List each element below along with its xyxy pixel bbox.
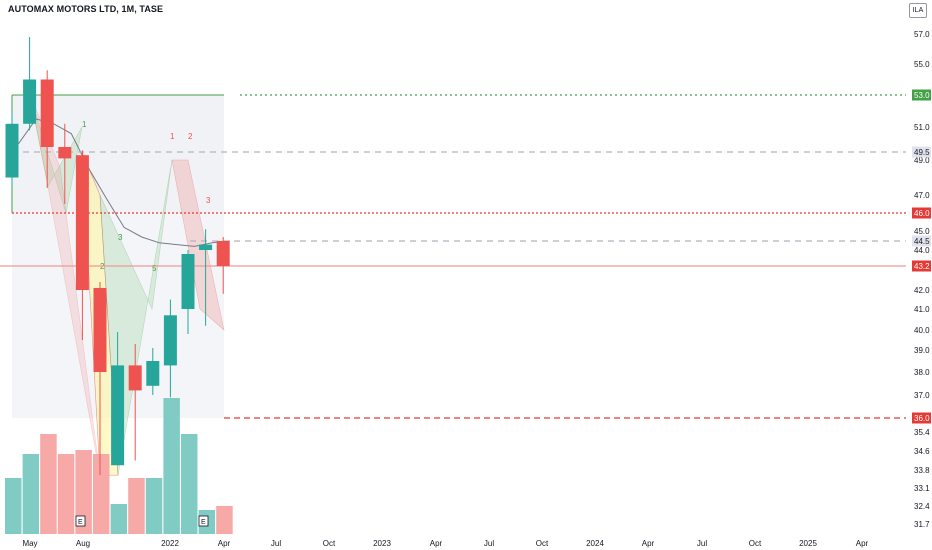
price-badge-label: 43.2 [914, 262, 930, 271]
y-tick-label: 38.0 [914, 368, 930, 377]
earnings-marker [75, 515, 86, 527]
volume-bar [216, 506, 233, 534]
x-tick-label: Jul [484, 539, 494, 548]
y-tick-label: 44.0 [914, 246, 930, 255]
x-tick-label: Jul [697, 539, 707, 548]
volume-bar [5, 478, 22, 534]
y-tick-label: 37.0 [914, 391, 930, 400]
y-axis: 57.0 55.0 53.0 51.0 49.0 47.0 45.0 44.0 42.0 41.0… [914, 30, 930, 529]
wave-label: 3 [118, 233, 123, 242]
x-tick-label: Apr [218, 539, 231, 548]
volume-bar [93, 454, 110, 534]
y-tick-label: 33.1 [914, 484, 930, 493]
volume-bar [181, 434, 198, 534]
x-tick-label: Oct [323, 539, 336, 548]
x-tick-label: Oct [749, 539, 762, 548]
chart-title: AUTOMAX MOTORS LTD, 1M, TASE [8, 4, 164, 14]
x-tick-label: May [22, 539, 37, 548]
y-tick-label: 42.0 [914, 286, 930, 295]
y-tick-label: 32.4 [914, 502, 930, 511]
volume-bar [22, 454, 40, 534]
candle-body [5, 123, 19, 178]
x-tick-label: Oct [536, 539, 549, 548]
candle-body [75, 155, 89, 290]
candle-body [199, 244, 213, 250]
x-tick-label: 2025 [799, 539, 817, 548]
x-axis: May Aug 2022 Apr Jul Oct 2023 Apr Jul Oct 2024 Apr J… [22, 539, 868, 548]
wave-label: 1 [170, 132, 175, 141]
y-tick-label: 57.0 [914, 30, 930, 39]
candle-body [216, 241, 230, 266]
candle-body [146, 361, 160, 386]
earnings-marker-label: E [201, 519, 206, 526]
volume-bar [128, 478, 145, 534]
volume-bar [110, 504, 128, 534]
y-tick-label: 49.0 [914, 156, 930, 165]
wave-label: 5 [152, 264, 157, 273]
candle-body [93, 288, 107, 372]
candle-body [163, 315, 177, 366]
price-badge [912, 260, 931, 272]
candle-body [23, 79, 37, 124]
y-tick-label: 40.0 [914, 326, 930, 335]
x-tick-label: 2024 [586, 539, 604, 548]
x-tick-label: Apr [856, 539, 869, 548]
price-badge-label: 44.5 [914, 237, 930, 246]
y-tick-label: 45.0 [914, 227, 930, 236]
volume-bar [40, 434, 57, 534]
price-badge [912, 412, 931, 424]
level-lines [0, 94, 906, 419]
y-tick-label: 34.6 [914, 447, 930, 456]
wave-label: 2 [188, 132, 193, 141]
y-tick-label: 39.0 [914, 346, 930, 355]
y-tick-label: 35.4 [914, 428, 930, 437]
earnings-marker [198, 515, 209, 527]
y-tick-label: 51.0 [914, 123, 930, 132]
wave-label: 1 [82, 120, 87, 129]
currency-badge[interactable]: ILA [909, 3, 927, 18]
volume-bar [145, 478, 163, 534]
candle-body [40, 79, 54, 147]
price-badge [912, 207, 931, 219]
x-tick-label: Jul [271, 539, 281, 548]
candle-layer [5, 37, 230, 476]
price-badges: 53.0 49.5 46.0 44.5 43.2 36.0 [912, 89, 931, 424]
price-badge [912, 146, 931, 158]
price-badge-label: 49.5 [914, 148, 930, 157]
candle-body [181, 254, 195, 309]
price-badge-label: 46.0 [914, 209, 930, 218]
price-badge [912, 235, 931, 247]
y-tick-label: 31.7 [914, 520, 930, 529]
volume-bar [57, 454, 75, 534]
candle-body [128, 365, 142, 391]
volume-bar [163, 398, 180, 534]
x-tick-label: Apr [430, 539, 443, 548]
x-tick-label: 2022 [161, 539, 179, 548]
x-tick-label: Aug [76, 539, 90, 548]
earnings-marker-label: E [78, 519, 83, 526]
y-tick-label: 33.8 [914, 466, 930, 475]
wave-triangle-1 [29, 94, 83, 214]
wave-label: 3 [206, 196, 211, 205]
y-tick-label: 47.0 [914, 191, 930, 200]
x-tick-label: 2023 [373, 539, 391, 548]
volume-bar [75, 450, 92, 534]
price-badge-label: 53.0 [914, 91, 930, 100]
candle-body [58, 147, 72, 159]
price-badge [912, 89, 931, 101]
y-tick-label: 41.0 [914, 305, 930, 314]
y-tick-label: 55.0 [914, 60, 930, 69]
x-tick-label: Apr [642, 539, 655, 548]
candle-body [111, 365, 125, 466]
price-badge-label: 36.0 [914, 414, 930, 423]
